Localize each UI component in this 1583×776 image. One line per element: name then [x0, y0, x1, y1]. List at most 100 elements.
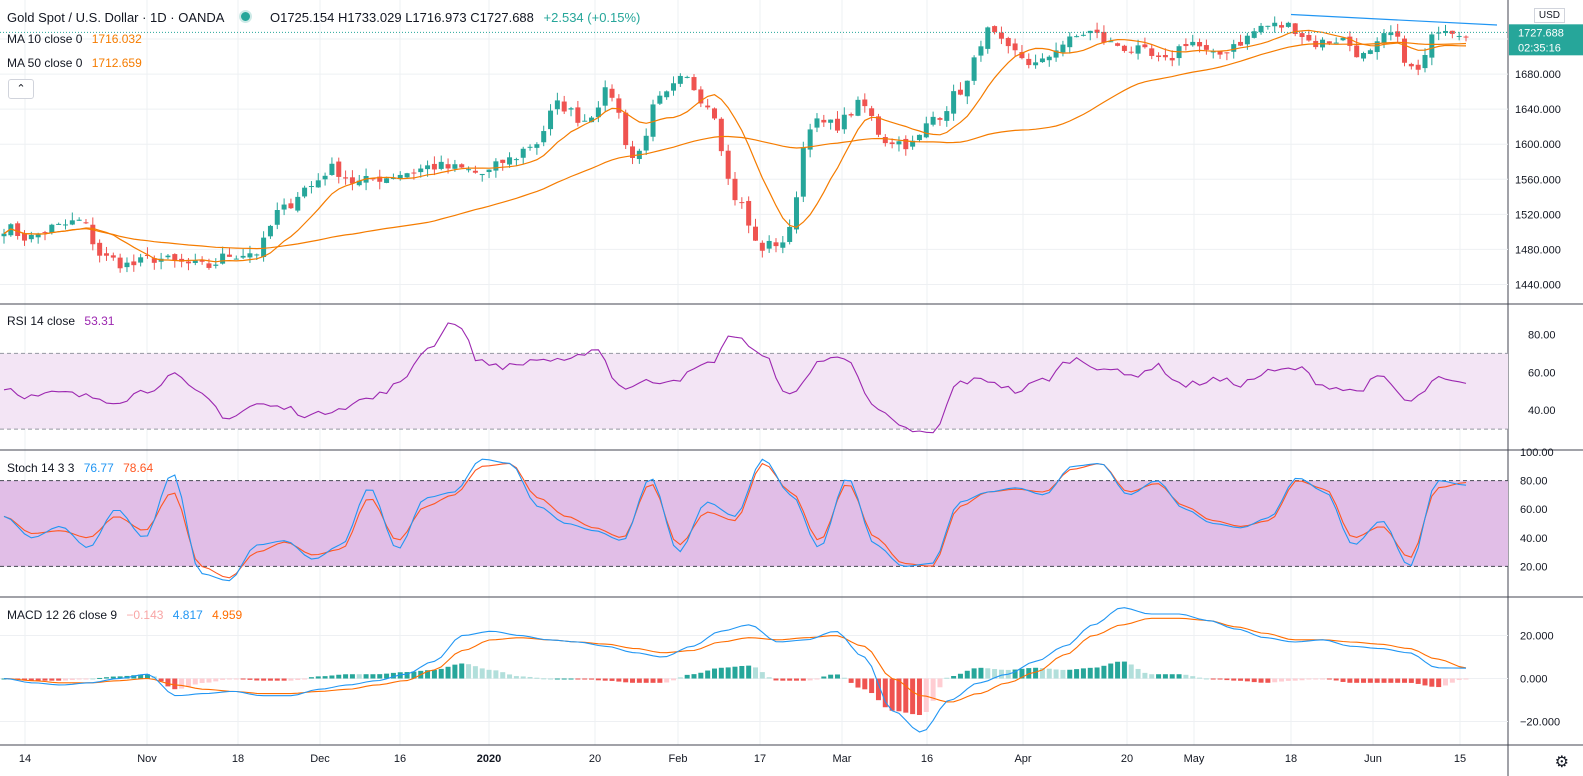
rsi-value: 53.31: [84, 314, 115, 328]
macd-histogram-bar: [356, 674, 362, 679]
macd-histogram-bar: [554, 678, 560, 680]
macd-histogram-bar: [69, 678, 75, 680]
macd-histogram-bar: [363, 674, 369, 679]
candle-body: [1422, 54, 1428, 69]
macd-histogram-bar: [698, 672, 704, 679]
time-tick-label: Dec: [310, 753, 330, 765]
candle-body: [609, 88, 615, 98]
candle-body: [513, 159, 519, 161]
macd-histogram-bar: [889, 678, 895, 711]
candle-body: [1381, 33, 1387, 44]
stoch-tick-label: 80.00: [1520, 476, 1548, 488]
gear-icon[interactable]: ⚙: [1554, 754, 1569, 771]
rsi-legend[interactable]: RSI 14 close 53.31: [7, 314, 120, 328]
macd-histogram-bar: [343, 674, 349, 679]
macd-histogram-bar: [329, 675, 335, 679]
candle-body: [889, 142, 895, 145]
macd-legend[interactable]: MACD 12 26 close 9 −0.143 4.817 4.959: [7, 608, 248, 622]
macd-histogram-bar: [1067, 669, 1073, 679]
candle-body: [923, 123, 929, 138]
candle-body: [855, 99, 861, 116]
candle-body: [90, 224, 96, 245]
macd-histogram-bar: [165, 678, 171, 687]
candle-body: [466, 169, 472, 171]
macd-histogram-bar: [1203, 678, 1209, 680]
macd-histogram-bar: [875, 678, 881, 701]
ma10-label: MA 10 close 0: [7, 32, 83, 46]
ma50-legend[interactable]: MA 50 close 0 1712.659: [7, 56, 148, 70]
macd-histogram-bar: [609, 678, 615, 681]
candle-body: [896, 141, 902, 145]
candle-body: [561, 101, 567, 112]
macd-tick-label: 20.000: [1520, 631, 1554, 643]
macd-histogram-bar: [322, 676, 328, 679]
candle-body: [1101, 31, 1107, 43]
macd-histogram-bar: [192, 678, 198, 685]
candle-body: [739, 202, 745, 204]
stoch-tick-label: 20.00: [1520, 561, 1548, 573]
macd-tick-label: −20.000: [1520, 717, 1560, 729]
chevron-up-icon[interactable]: ⌃: [8, 79, 34, 99]
macd-histogram-bar: [1292, 678, 1298, 681]
candle-body: [500, 159, 506, 163]
macd-histogram-bar: [964, 670, 970, 679]
candle-body: [677, 75, 683, 84]
macd-histogram-bar: [978, 667, 984, 679]
macd-histogram-bar: [575, 678, 581, 680]
macd-histogram-bar: [1224, 678, 1230, 681]
macd-histogram-bar: [274, 678, 280, 681]
candle-body: [992, 26, 998, 33]
macd-histogram-bar: [561, 678, 567, 680]
ma10-legend[interactable]: MA 10 close 0 1716.032: [7, 32, 148, 46]
macd-histogram-bar: [76, 678, 82, 680]
currency-label[interactable]: USD: [1533, 8, 1565, 23]
candle-body: [1217, 50, 1223, 55]
macd-histogram-bar: [240, 678, 246, 680]
candle-body: [1333, 42, 1339, 44]
macd-histogram-bar: [1149, 674, 1155, 679]
macd-histogram-bar: [650, 678, 656, 683]
macd-histogram-bar: [336, 674, 342, 679]
candle-body: [971, 57, 977, 81]
macd-histogram-bar: [1060, 669, 1066, 679]
macd-histogram-bar: [1313, 678, 1319, 680]
symbol-title[interactable]: Gold Spot / U.S. Dollar · 1D · OANDA: [7, 10, 224, 25]
macd-histogram-bar: [507, 674, 513, 679]
candle-body: [431, 163, 437, 170]
candle-body: [1067, 36, 1073, 48]
macd-histogram-bar: [49, 678, 55, 681]
macd-hist-value: −0.143: [126, 608, 164, 622]
candle-body: [247, 253, 253, 258]
candle-body: [28, 234, 34, 240]
candle-body: [1429, 34, 1435, 58]
candle-body: [1005, 38, 1011, 47]
macd-histogram-bar: [739, 665, 745, 679]
macd-histogram-bar: [834, 674, 840, 679]
macd-histogram-bar: [957, 673, 963, 679]
candle-body: [452, 164, 458, 169]
candle-body: [274, 210, 280, 225]
candle-body: [1053, 50, 1059, 58]
last-price-badge: [1509, 24, 1583, 56]
candle-body: [705, 105, 711, 108]
candle-body: [1019, 52, 1025, 59]
macd-histogram-bar: [1108, 663, 1114, 679]
macd-histogram-bar: [602, 678, 608, 681]
candle-body: [848, 114, 854, 116]
macd-histogram-bar: [759, 672, 765, 679]
candle-body: [1367, 50, 1373, 54]
macd-histogram-bar: [630, 678, 636, 683]
candle-body: [1012, 43, 1018, 51]
time-tick-label: Feb: [669, 753, 688, 765]
candle-body: [295, 196, 301, 211]
stoch-legend[interactable]: Stoch 14 3 3 76.77 78.64: [7, 461, 159, 475]
time-tick-label: Nov: [137, 753, 157, 765]
macd-histogram-bar: [992, 669, 998, 679]
macd-histogram-bar: [828, 674, 834, 679]
candle-body: [691, 77, 697, 91]
candle-body: [390, 177, 396, 179]
macd-histogram-bar: [910, 678, 916, 715]
candle-body: [302, 187, 308, 197]
candle-body: [1203, 45, 1209, 50]
